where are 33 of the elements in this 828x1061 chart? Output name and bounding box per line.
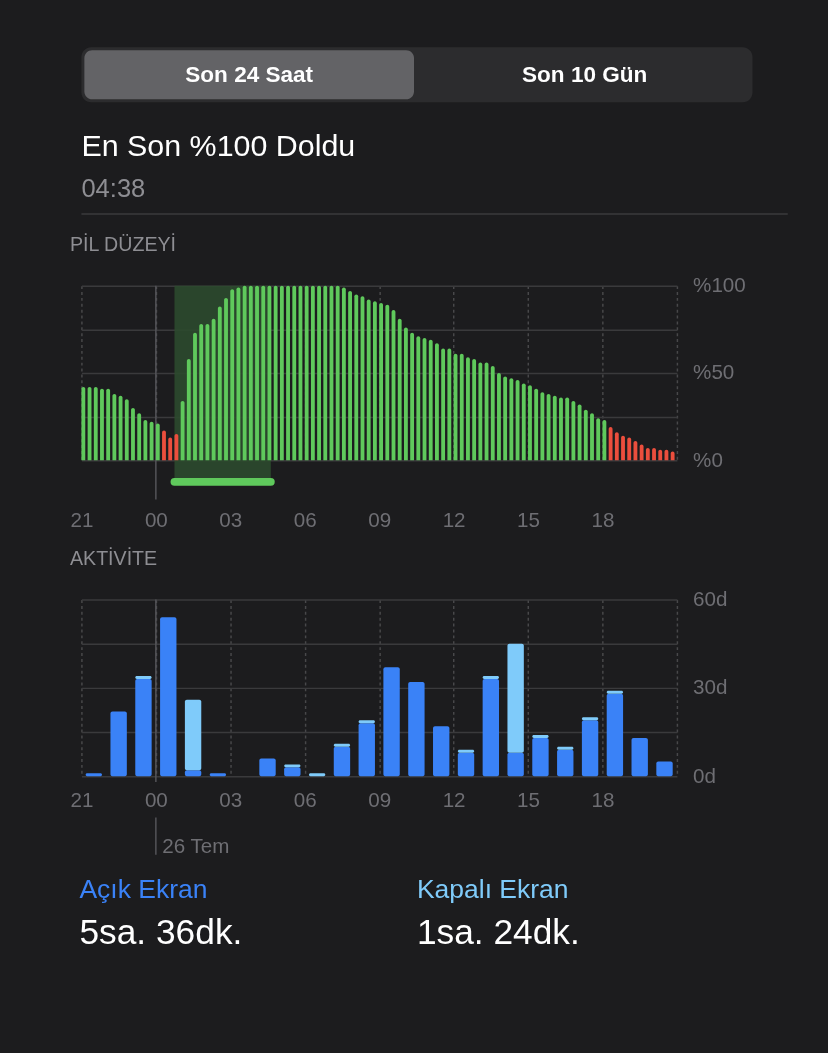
chart-title: AKTİVİTE	[69, 547, 158, 570]
text: Son 10 Gün	[522, 61, 648, 87]
text: 04:38	[81, 174, 146, 203]
text: En Son %100 Doldu	[81, 128, 356, 163]
y-tick-label: 30d	[693, 675, 728, 699]
y-tick-label: 60d	[693, 586, 728, 610]
x-tick-label: 06	[293, 507, 317, 531]
x-tick-label: 12	[442, 788, 466, 812]
text: 1sa. 24dk.	[416, 911, 580, 951]
x-tick-label: 06	[293, 788, 317, 812]
x-tick-label: 00	[144, 507, 168, 531]
text: 5sa. 36dk.	[79, 911, 243, 951]
x-tick-label: 18	[591, 507, 615, 531]
x-tick-label: 00	[144, 788, 168, 812]
x-tick-label: 21	[70, 507, 94, 531]
x-tick-label: 09	[368, 788, 392, 812]
y-tick-label: 0d	[693, 763, 717, 787]
text: Kapalı Ekran	[416, 873, 569, 904]
x-tick-label: 03	[219, 788, 243, 812]
text: Açık Ekran	[79, 873, 208, 904]
x-tick-label: 18	[591, 788, 615, 812]
x-tick-label: 15	[517, 788, 540, 812]
x-axis-title: 26 Tem	[162, 834, 230, 858]
x-tick-label: 21	[70, 788, 94, 812]
y-tick-label: %50	[693, 360, 735, 384]
chart-title: PİL DÜZEYİ	[69, 233, 177, 256]
text: Son 24 Saat	[185, 61, 314, 87]
y-tick-label: %0	[693, 447, 723, 471]
x-tick-label: 15	[517, 507, 540, 531]
x-tick-label: 12	[442, 507, 466, 531]
x-tick-label: 03	[219, 507, 243, 531]
y-tick-label: %100	[693, 273, 746, 297]
x-tick-label: 09	[368, 507, 392, 531]
